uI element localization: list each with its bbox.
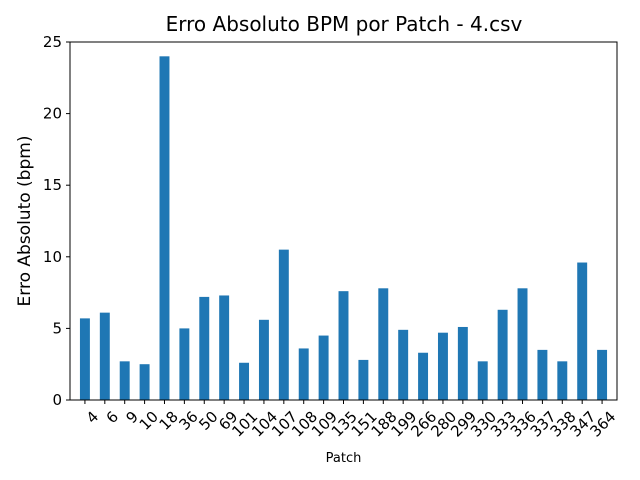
bar-6: [99, 312, 110, 400]
bar-109: [318, 335, 329, 400]
bar-280: [437, 332, 448, 400]
x-axis-ticks: 4 6 91018365069101104107108109135151188199…: [83, 400, 619, 441]
y-tick-label: 25: [43, 33, 62, 51]
bar-199: [398, 329, 409, 400]
bar-151: [358, 359, 369, 400]
bar-107: [278, 249, 289, 400]
y-tick-label: 0: [52, 391, 62, 409]
bar-333: [497, 309, 508, 400]
bar-101: [239, 362, 250, 400]
y-axis-label: Erro Absoluto (bpm): [15, 136, 35, 307]
bar-69: [219, 295, 230, 400]
bar-364: [597, 349, 608, 400]
y-tick-label: 20: [43, 105, 62, 123]
bar-266: [418, 352, 429, 400]
plot-frame: [69, 41, 618, 401]
bar-18: [159, 56, 170, 400]
bar-4: [79, 318, 90, 400]
y-tick-label: 10: [43, 248, 62, 266]
bar-299: [457, 326, 468, 400]
bar-330: [477, 361, 488, 400]
y-tick-label: 5: [52, 319, 62, 337]
bar-188: [378, 288, 389, 400]
bar-338: [557, 361, 568, 400]
chart-title: Erro Absoluto BPM por Patch - 4.csv: [166, 12, 523, 36]
y-axis-ticks: 0 5 10 15 20 25: [43, 33, 70, 409]
y-tick-label: 15: [43, 176, 62, 194]
bar-36: [179, 328, 190, 400]
bar-104: [258, 319, 269, 400]
bar-337: [537, 349, 548, 400]
bar-336: [517, 288, 528, 400]
bar-347: [577, 262, 588, 400]
x-tick-label: 4: [83, 408, 102, 427]
bars-group: [79, 56, 608, 400]
x-tick-label: 6: [103, 408, 122, 427]
x-axis-label: Patch: [326, 451, 362, 466]
bar-9: [119, 361, 130, 400]
bar-10: [139, 364, 150, 400]
bar-135: [338, 291, 349, 400]
bar-108: [298, 348, 309, 400]
bar-50: [199, 296, 210, 400]
